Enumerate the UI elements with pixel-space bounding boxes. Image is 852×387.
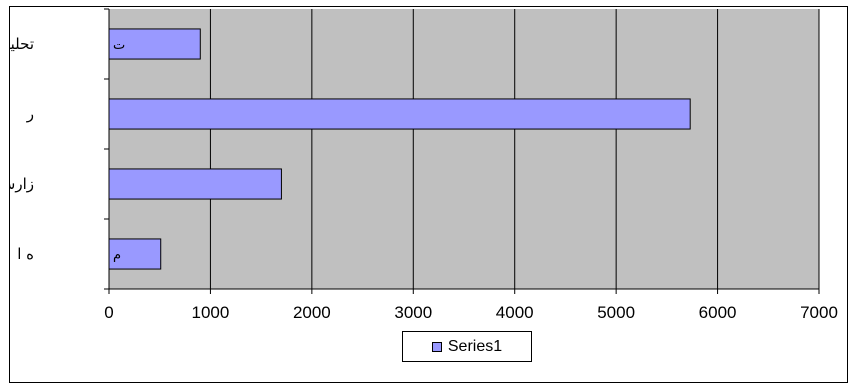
legend-swatch bbox=[432, 342, 442, 352]
category-label: تحليل bbox=[10, 35, 34, 53]
legend: Series1 bbox=[402, 331, 532, 362]
plot-area bbox=[109, 9, 819, 289]
category-label: زارش bbox=[10, 175, 34, 193]
x-tick-label: 5000 bbox=[597, 303, 635, 322]
category-label: ر bbox=[26, 105, 34, 123]
x-tick-label: 4000 bbox=[496, 303, 534, 322]
x-tick-label: 6000 bbox=[699, 303, 737, 322]
category-label: ه ا bbox=[17, 245, 34, 263]
chart-frame: 0 1000 2000 3000 4000 5000 6000 7000 تحليل ت ر زارش… bbox=[9, 6, 848, 383]
x-tick-label: 3000 bbox=[394, 303, 432, 322]
legend-label: Series1 bbox=[448, 338, 502, 356]
bar-chart: 0 1000 2000 3000 4000 5000 6000 7000 تحليل ت ر زارش… bbox=[10, 7, 847, 382]
x-tick-label: 0 bbox=[104, 303, 113, 322]
bar bbox=[109, 99, 690, 129]
x-tick-label: 1000 bbox=[192, 303, 230, 322]
bar bbox=[109, 169, 281, 199]
bar-data-label: م bbox=[113, 248, 121, 263]
bar-data-label: ت bbox=[113, 38, 125, 53]
x-tick-label: 7000 bbox=[800, 303, 838, 322]
x-tick-label: 2000 bbox=[293, 303, 331, 322]
